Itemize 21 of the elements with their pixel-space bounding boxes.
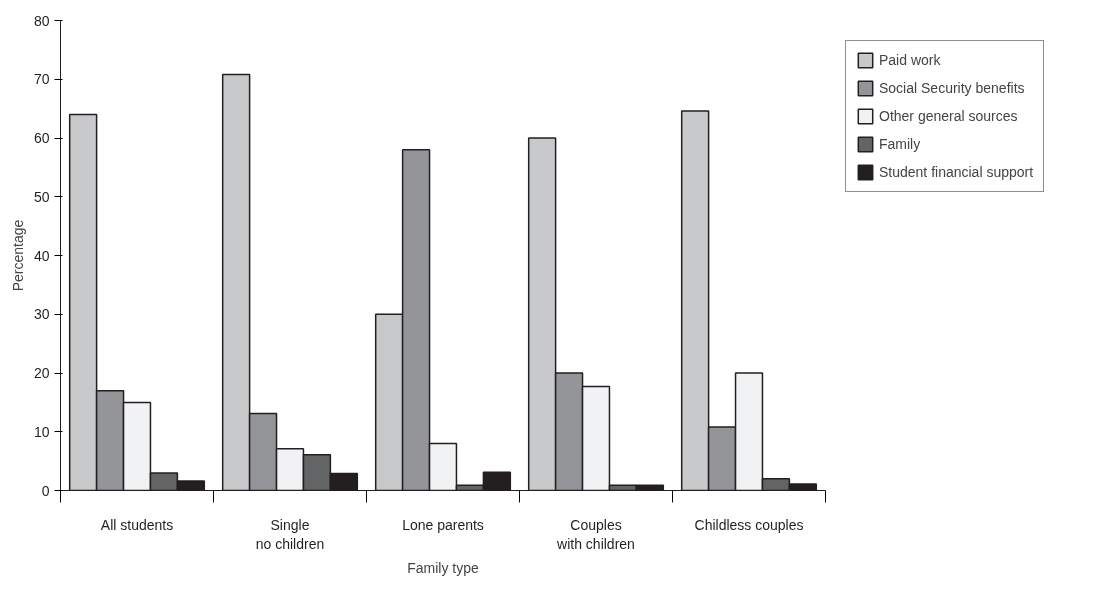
y-tick-label: 80 — [33, 12, 50, 29]
y-tick-label: 30 — [33, 306, 50, 323]
legend-label: Other general sources — [879, 108, 1018, 124]
legend-label: Social Security benefits — [879, 80, 1025, 96]
y-tick-label: 60 — [33, 130, 50, 146]
x-tick-label: Childless couples — [694, 516, 804, 533]
y-tick-label: 20 — [33, 365, 50, 381]
x-tick-label: Lone parents — [402, 516, 484, 533]
y-tick-label: 40 — [33, 247, 50, 264]
legend-label: Paid work — [879, 52, 941, 68]
y-tick-label: 10 — [33, 423, 50, 440]
x-tick-label: All students — [100, 516, 174, 533]
y-tick-label: 0 — [41, 482, 50, 499]
legend-label: Family — [879, 136, 921, 152]
x-tick-label: Couples with children — [556, 516, 635, 552]
legend-label: Student financial support — [879, 164, 1034, 180]
x-axis-title: Family type — [407, 559, 479, 576]
y-tick-label: 70 — [33, 71, 50, 88]
y-axis-title: Percentage — [9, 219, 26, 292]
y-tick-label: 50 — [33, 188, 50, 205]
x-tick-label: Single no children — [255, 516, 325, 552]
